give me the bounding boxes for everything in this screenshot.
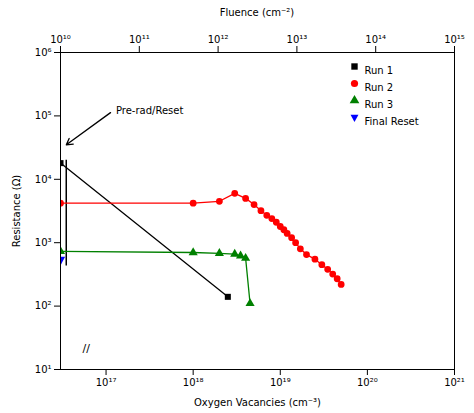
svg-text:Pre-rad/Reset: Pre-rad/Reset: [116, 105, 183, 116]
svg-text:10¹³: 10¹³: [287, 34, 308, 45]
svg-text:Run 1: Run 1: [365, 65, 394, 76]
svg-text:10²¹: 10²¹: [444, 377, 465, 388]
svg-text:10³: 10³: [35, 237, 52, 248]
svg-text:Fluence (cm⁻²): Fluence (cm⁻²): [220, 7, 295, 18]
svg-text:10²: 10²: [35, 300, 52, 311]
svg-text:Oxygen Vacancies (cm⁻³): Oxygen Vacancies (cm⁻³): [194, 397, 321, 408]
svg-text:10²⁰: 10²⁰: [357, 377, 378, 388]
svg-text:10¹²: 10¹²: [208, 34, 229, 45]
svg-text:10¹¹: 10¹¹: [129, 34, 150, 45]
svg-text:10¹⁵: 10¹⁵: [444, 34, 465, 45]
svg-text:10⁴: 10⁴: [35, 174, 52, 185]
svg-text:Run 2: Run 2: [365, 82, 394, 93]
svg-text:10⁵: 10⁵: [35, 110, 52, 121]
svg-text:10¹⁸: 10¹⁸: [183, 377, 204, 388]
svg-text:Run 3: Run 3: [365, 99, 394, 110]
svg-text:Resistance (Ω): Resistance (Ω): [11, 175, 22, 248]
svg-text:10¹⁴: 10¹⁴: [365, 34, 386, 45]
svg-text://: //: [83, 342, 91, 355]
svg-text:Final Reset: Final Reset: [365, 116, 419, 127]
svg-text:10¹⁷: 10¹⁷: [96, 377, 117, 388]
svg-text:10¹⁹: 10¹⁹: [270, 377, 291, 388]
svg-text:10⁶: 10⁶: [35, 47, 52, 58]
svg-text:10¹⁰: 10¹⁰: [50, 34, 71, 45]
svg-text:10¹: 10¹: [35, 364, 52, 375]
